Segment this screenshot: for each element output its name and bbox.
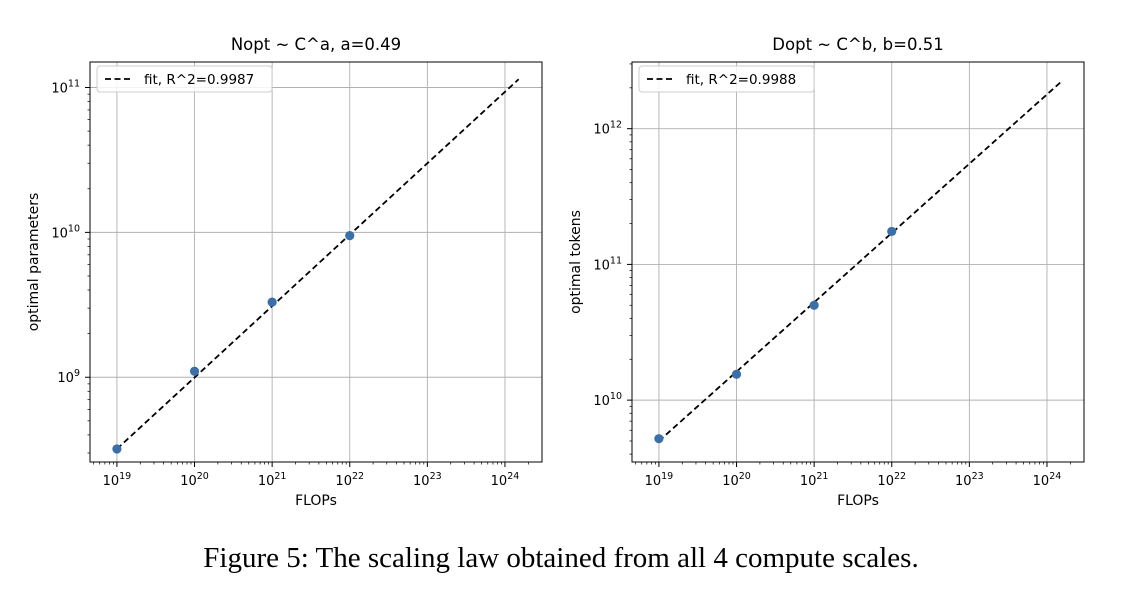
axes-frame	[89, 61, 543, 463]
data-point	[112, 444, 122, 454]
fit-line	[658, 81, 1062, 442]
data-point	[809, 300, 819, 310]
y-tick-label: 1010	[51, 223, 80, 241]
x-tick-label: 1023	[413, 471, 442, 489]
y-tick-label: 1011	[51, 79, 80, 97]
x-tick-label: 1020	[722, 471, 751, 489]
x-tick-label: 1023	[955, 471, 984, 489]
x-tick-label: 1021	[800, 471, 829, 489]
subplot-1: 1019 1020 1021 1022 1023 1024 109 1010 1011 fit, …	[26, 35, 543, 509]
fit-line	[116, 78, 520, 450]
x-axis-label: FLOPs	[837, 493, 879, 509]
x-tick-label: 1019	[103, 471, 132, 489]
data-point	[731, 369, 742, 379]
legend: fit, R^2=0.9988	[638, 65, 815, 93]
x-tick-label: 1020	[180, 471, 209, 489]
axes-frame	[631, 61, 1085, 463]
y-tick-label: 1010	[593, 391, 622, 409]
chart-title: Dopt ~ C^b, b=0.51	[772, 35, 943, 54]
x-tick-label: 1021	[258, 471, 287, 489]
legend-label: fit, R^2=0.9988	[686, 72, 796, 88]
legend-label: fit, R^2=0.9987	[144, 72, 254, 88]
y-axis-label: optimal tokens	[568, 210, 584, 314]
y-tick-label: 109	[57, 368, 80, 386]
x-tick-label: 1022	[877, 471, 906, 489]
x-axis-label: FLOPs	[295, 493, 337, 509]
y-axis-label: optimal parameters	[26, 193, 42, 332]
data-point	[267, 297, 277, 307]
chart-title: Nopt ~ C^a, a=0.49	[231, 35, 401, 54]
figure-caption: Figure 5: The scaling law obtained from …	[203, 542, 919, 574]
legend: fit, R^2=0.9987	[96, 65, 273, 93]
legend-box	[96, 65, 273, 93]
data-point	[654, 434, 664, 444]
x-tick-label: 1022	[335, 471, 364, 489]
y-tick-label: 1011	[593, 255, 622, 273]
subplot-2: 1019 1020 1021 1022 1023 1024 1010 1011 1012 fit,…	[568, 35, 1085, 509]
x-tick-label: 1019	[645, 471, 674, 489]
data-point	[887, 226, 897, 237]
data-point	[189, 366, 200, 376]
y-tick-label: 1012	[593, 120, 622, 138]
data-point	[345, 231, 355, 241]
legend-box	[638, 65, 815, 93]
x-tick-label: 1024	[491, 471, 520, 489]
x-tick-label: 1024	[1033, 471, 1062, 489]
